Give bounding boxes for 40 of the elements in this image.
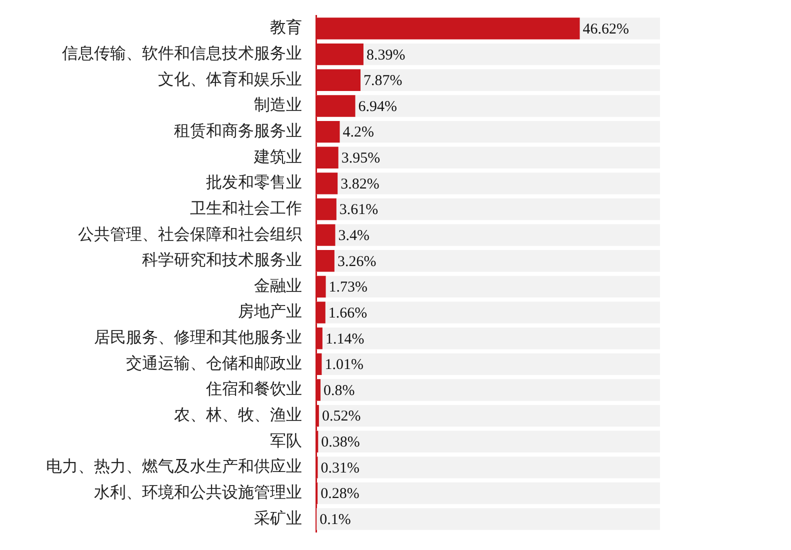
data-label: 1.66% (328, 305, 368, 322)
y-tick-label: 电力、热力、燃气及水生产和供应业 (46, 458, 302, 476)
data-label: 7.87% (364, 73, 402, 90)
y-tick-label: 公共管理、社会保障和社会组织 (78, 225, 302, 244)
y-tick-label: 科学研究和技术服务业 (142, 251, 302, 270)
y-tick-label: 制造业 (254, 96, 302, 114)
y-tick-label: 住宿和餐饮业 (205, 380, 302, 398)
data-label: 8.39% (366, 47, 406, 64)
y-tick-label: 教育 (270, 18, 302, 37)
y-tick-label: 农、林、牧、渔业 (174, 406, 302, 424)
data-label: 3.95% (341, 150, 380, 167)
data-label: 3.26% (337, 254, 376, 270)
data-label: 0.31% (320, 460, 360, 476)
y-tick-label: 交通运输、仓储和邮政业 (126, 354, 302, 372)
data-label: 1.73% (328, 280, 368, 296)
y-tick-label: 建筑业 (253, 148, 302, 166)
data-label: 0.1% (320, 512, 351, 528)
y-tick-label: 居民服务、修理和其他服务业 (94, 328, 302, 347)
y-tick-label: 卫生和社会工作 (190, 199, 302, 218)
data-label: 3.61% (339, 202, 378, 218)
y-tick-label: 军队 (270, 432, 302, 450)
data-label: 6.94% (358, 98, 398, 115)
data-label: 46.62% (582, 21, 630, 38)
y-tick-label: 水利、环境和公共设施管理业 (94, 483, 302, 502)
y-tick-label: 采矿业 (254, 509, 302, 528)
y-tick-label: 文化、体育和娱乐业 (158, 70, 302, 88)
y-tick-label: 信息传输、软件和信息技术服务业 (62, 44, 302, 63)
data-label: 3.82% (340, 176, 380, 192)
data-label: 0.38% (321, 434, 360, 451)
y-tick-label: 金融业 (254, 276, 302, 295)
data-label: 4.2% (342, 124, 374, 141)
data-label: 3.4% (338, 228, 370, 244)
data-label: 0.52% (322, 408, 361, 425)
y-tick-label: 房地产业 (238, 302, 302, 321)
data-label: 1.01% (324, 357, 364, 374)
y-tick-label: 租赁和商务服务业 (174, 122, 302, 140)
data-label: 1.14% (325, 331, 364, 348)
data-label: 0.28% (320, 486, 360, 502)
data-label: 0.8% (324, 382, 355, 399)
y-tick-label: 批发和零售业 (206, 174, 302, 192)
